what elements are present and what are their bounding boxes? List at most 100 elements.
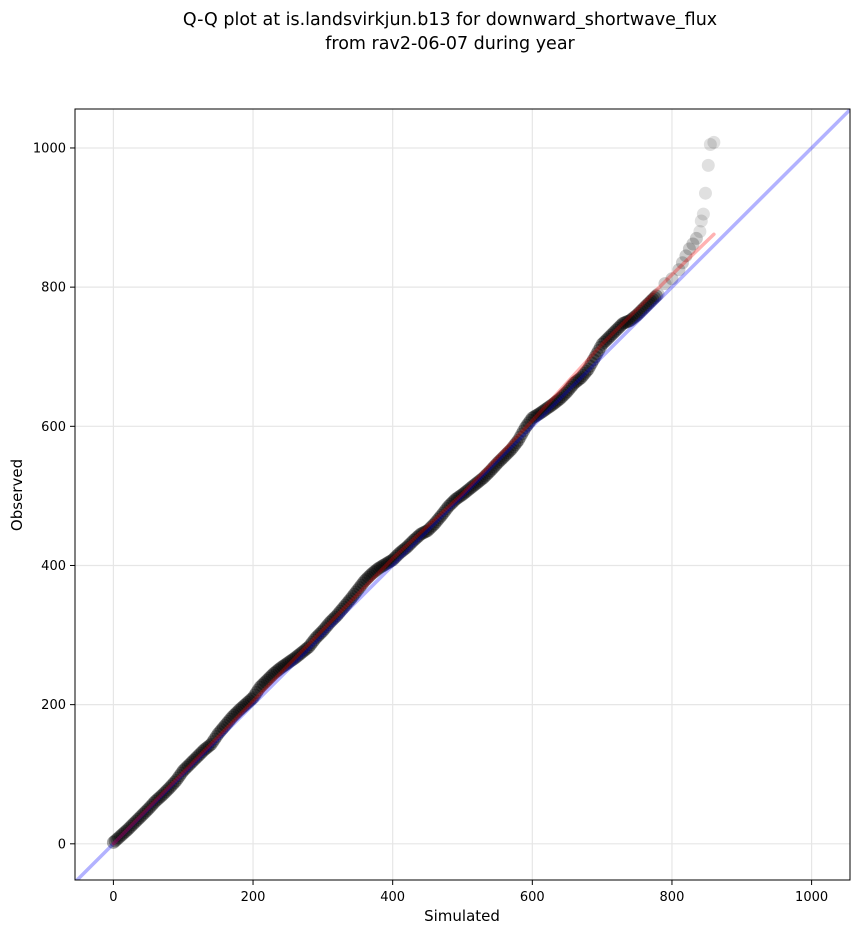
qq-point [325,614,339,628]
qq-point [286,652,300,666]
qq-point [246,691,260,705]
qq-point [180,760,194,774]
qq-point [476,471,490,485]
qq-point [545,398,559,412]
qq-point [349,585,363,599]
qq-point [614,318,628,332]
qq-point [689,231,703,245]
qq-point [599,334,613,348]
qq-point [609,323,623,337]
qq-point [223,712,237,726]
qq-point [379,557,393,571]
qq-point [552,393,566,407]
qq-point [113,829,127,843]
qq-point [152,791,166,805]
qq-point [229,707,243,721]
qq-point [696,207,710,221]
qq-point [290,650,304,664]
qq-point [590,347,604,361]
x-tick-label: 600 [520,890,545,905]
qq-point [356,576,370,590]
qq-point [403,537,417,551]
qq-point [382,555,396,569]
qq-point [513,430,527,444]
qq-point [452,490,466,504]
y-axis-label: Observed [8,459,26,531]
qq-point [518,421,532,435]
qq-point [119,824,133,838]
qq-point [384,554,398,568]
qq-point [208,732,222,746]
qq-point [454,489,468,503]
qq-point [635,303,649,317]
qq-point [489,458,503,472]
qq-point [274,661,288,675]
qq-point [375,559,389,573]
qq-point [188,752,202,766]
qq-point [164,779,178,793]
qq-point [461,483,475,497]
qq-point [686,237,700,251]
grid [75,109,850,880]
qq-point [258,675,272,689]
qq-point [482,466,496,480]
qq-point [565,378,579,392]
x-tick-label: 0 [109,890,117,905]
qq-point [136,807,150,821]
qq-point [642,296,656,310]
qq-point [471,475,485,489]
qq-point [442,499,456,513]
qq-point [405,535,419,549]
qq-point [234,702,248,716]
qq-point [167,775,181,789]
qq-point [112,831,126,845]
qq-point [469,476,483,490]
qq-point [237,699,251,713]
qq-point [148,794,162,808]
qq-point [592,343,606,357]
qq-point [222,714,236,728]
qq-point [602,330,616,344]
qq-point [173,769,187,783]
qq-point [386,553,400,567]
qq-point [262,672,276,686]
qq-point [127,816,141,830]
qq-point [487,460,501,474]
qq-point [506,440,520,454]
qq-point [318,622,332,636]
qq-point [431,513,445,527]
qq-point [302,640,316,654]
qq-point [630,308,644,322]
qq-point [178,762,192,776]
qq-point [332,606,346,620]
qq-point [539,402,553,416]
qq-point [618,316,632,330]
qq-point [508,438,522,452]
qq-point [344,592,358,606]
qq-point [267,666,281,680]
qq-point [567,376,581,390]
qq-point [569,375,583,389]
qq-point [424,520,438,534]
qq-point [159,785,173,799]
y-tick-label: 1000 [33,141,66,156]
qq-point [333,604,347,618]
qq-point [496,451,510,465]
qq-point [462,482,476,496]
qq-point [133,811,147,825]
qq-point [138,806,152,820]
qq-point [359,572,373,586]
qq-point [620,315,634,329]
qq-point [593,340,607,354]
qq-point [291,648,305,662]
qq-point [115,828,129,842]
qq-point [150,793,164,807]
qq-point [195,745,209,759]
qq-point [307,633,321,647]
qq-point [478,469,492,483]
qq-point [314,626,328,640]
qq-point [415,526,429,540]
qq-point [147,796,161,810]
qq-point [108,834,122,848]
qq-point [438,504,452,518]
